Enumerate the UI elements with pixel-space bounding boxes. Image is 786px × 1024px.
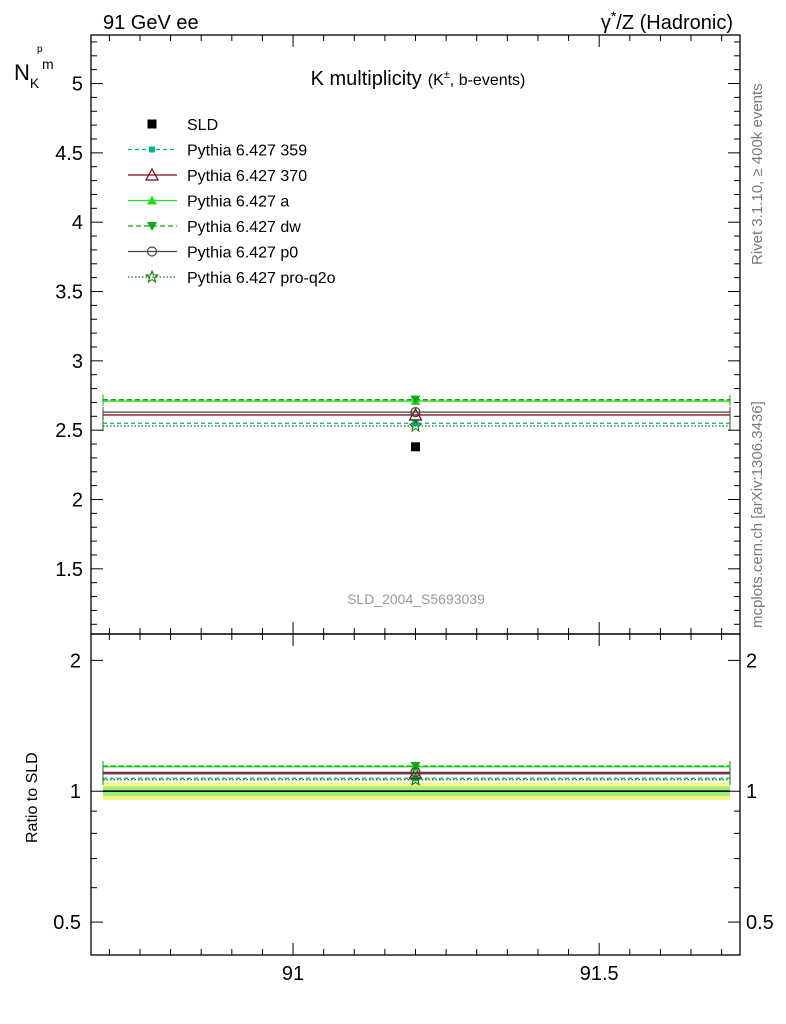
legend-label: Pythia 6.427 a	[187, 194, 289, 211]
legend-entry-2: Pythia 6.427 370	[128, 167, 307, 185]
main-series-5	[102, 418, 731, 433]
main-series-1	[102, 407, 731, 421]
main-y-tick-label: 3.5	[55, 282, 83, 304]
main-y-tick-label: 2.5	[55, 420, 83, 442]
ratio-series-5	[102, 772, 731, 786]
main-title: K multiplicity (K±, b-events)	[311, 68, 526, 90]
ratio-y-axis-label: Ratio to SLD	[24, 752, 41, 843]
ratio-y-tick-label-right: 1	[746, 781, 757, 803]
ratio-series-marker	[410, 762, 421, 772]
ratio-series-marker	[408, 772, 423, 786]
main-series-marker	[412, 420, 419, 427]
ratio-y-tick-label-right: 0.5	[746, 912, 774, 934]
legend-entry-5: Pythia 6.427 p0	[128, 245, 298, 262]
legend-label: Pythia 6.427 dw	[187, 219, 301, 236]
ratio-series-3	[102, 761, 731, 772]
svg-text:p: p	[37, 44, 43, 55]
legend-marker	[144, 167, 160, 181]
main-y-tick-label: 3	[72, 351, 83, 373]
main-series-4	[102, 407, 731, 418]
main-series-marker	[410, 407, 421, 418]
svg-text:NK: NK	[14, 60, 40, 91]
legend-marker	[146, 246, 158, 257]
ratio-y-tick-label: 1	[70, 781, 81, 803]
legend-entry-4: Pythia 6.427 dw	[128, 219, 301, 236]
ratio-y-tick-label: 0.5	[53, 912, 81, 934]
ratio-panel: 0.5 0.5 1 1 2 2 91 91.5	[53, 633, 774, 985]
header-right: γ*/Z (Hadronic)	[601, 8, 733, 34]
legend-entry-3: Pythia 6.427 a	[128, 194, 289, 211]
ratio-y-tick-label: 2	[70, 650, 81, 672]
mcplots-label: mcplots.cern.ch [arXiv:1306.3436]	[749, 401, 766, 628]
legend: SLD Pythia 6.427 359 Pythia 6.427 370 Pythi…	[128, 117, 336, 287]
ratio-series-marker	[410, 767, 421, 778]
main-series-3	[102, 394, 731, 405]
x-tick-label: 91	[282, 963, 304, 985]
main-y-tick-label: 4.5	[55, 143, 83, 165]
main-y-axis-label: NK p m	[14, 44, 54, 91]
legend-entry-1: Pythia 6.427 359	[128, 143, 307, 160]
main-panel: 1.5 2 2.5 3 3.5 4 4.5 5	[55, 34, 741, 635]
legend-label: SLD	[187, 117, 218, 134]
legend-label: Pythia 6.427 370	[187, 168, 307, 185]
svg-text:m: m	[42, 56, 54, 72]
data-point-sld	[411, 442, 420, 452]
legend-label: Pythia 6.427 359	[187, 143, 307, 160]
legend-marker	[149, 146, 155, 153]
header-left: 91 GeV ee	[103, 12, 199, 34]
legend-label: Pythia 6.427 pro-q2o	[187, 270, 336, 287]
ratio-y-tick-label-right: 2	[746, 650, 757, 672]
legend-marker	[144, 269, 160, 284]
main-y-tick-label: 4	[72, 212, 83, 234]
x-tick-label: 91.5	[580, 963, 619, 985]
main-y-tick-label: 2	[72, 490, 83, 512]
legend-entry-0: SLD	[147, 117, 218, 134]
main-series-marker	[408, 418, 423, 433]
main-y-tick-label: 5	[72, 74, 83, 96]
analysis-watermark: SLD_2004_S5693039	[347, 591, 485, 607]
main-y-tick-label: 1.5	[55, 559, 83, 581]
legend-marker	[147, 119, 157, 129]
rivet-label: Rivet 3.1.10, ≥ 400k events	[749, 83, 766, 265]
legend-label: Pythia 6.427 p0	[187, 245, 298, 262]
legend-marker	[147, 195, 157, 205]
main-series-marker	[410, 395, 421, 405]
legend-entry-6: Pythia 6.427 pro-q2o	[128, 269, 336, 287]
ratio-series-marker	[408, 766, 423, 780]
legend-marker	[147, 222, 157, 231]
